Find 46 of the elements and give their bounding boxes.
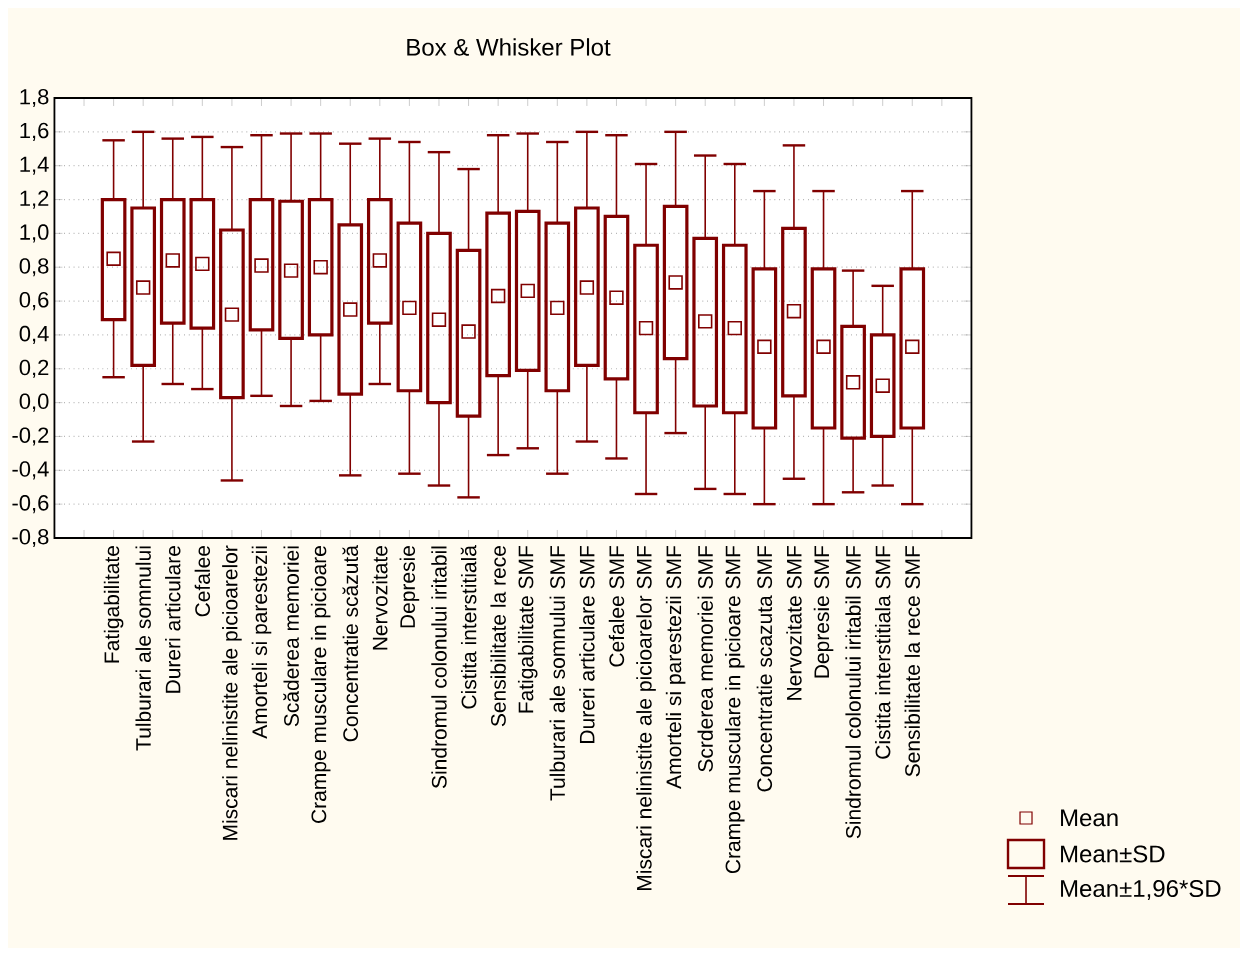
y-tick-label: 0,4 <box>19 325 49 345</box>
y-tick-label: 1,0 <box>20 224 49 243</box>
x-tick-label: Cefalee SMF <box>608 545 625 667</box>
x-tick-label: Tulburari ale somnului SMF <box>549 545 566 801</box>
text: Mean±SD <box>1061 845 1165 863</box>
x-tick-label: Amorteli si parestezii SMF <box>665 545 686 789</box>
text: Mean±1,96*SD <box>1061 880 1221 900</box>
x-tick-label: Depresie SMF <box>813 545 834 678</box>
y-tick-label: 0,6 <box>19 292 49 311</box>
x-tick-label: Depresie <box>399 546 420 628</box>
x-tick-label: Fatigabilitate SMF <box>517 545 538 713</box>
x-tick-label: Miscari nelinistite ale picioarelor <box>222 545 242 840</box>
x-tick-label: Miscari nelinistite ale picioarelor SMF <box>636 545 656 890</box>
x-tick-label: Scrderea memoriei SMF <box>697 545 713 772</box>
y-tick-label: 1,8 <box>20 88 49 108</box>
y-tick-label: 1,4 <box>20 156 49 175</box>
y-tick-label: -0,8 <box>12 528 49 548</box>
x-tick-label: Crampe musculare in picioare <box>310 546 331 823</box>
x-tick-label: Cistita interstitiala SMF <box>874 545 891 759</box>
x-tick-label: Cistita interstitială <box>460 545 477 709</box>
x-tick-label: Dureri articulare SMF <box>579 545 595 743</box>
x-tick-label: Nervozitate SMF <box>786 545 802 700</box>
y-tick-label: -0,6 <box>12 495 49 514</box>
y-tick-label: 0,0 <box>19 393 49 412</box>
x-tick-label: Sensibilitate la rece SMF <box>904 545 920 777</box>
x-tick-label: Sindromul colonului iritabil SMF <box>845 545 861 839</box>
x-tick-label: Cefalee <box>194 546 211 617</box>
y-tick-label: -0,4 <box>12 461 49 480</box>
y-tick-label: -0,2 <box>12 427 49 446</box>
x-tick-label: Scăderea memoriei <box>283 546 299 727</box>
x-tick-label: Concentratie scăzută <box>342 545 359 742</box>
x-tick-label: Tulburari ale somnului <box>135 546 151 751</box>
x-tick-label: Amorteli si parestezii <box>251 546 272 739</box>
x-tick-label: Concentratie scazuta SMF <box>756 545 773 792</box>
text: Mean <box>1061 809 1118 827</box>
x-tick-label: Dureri articulare <box>165 546 181 693</box>
x-tick-label: Sindromul colonului iritabil <box>431 546 447 789</box>
y-tick-label: 1,2 <box>20 190 49 209</box>
chart-title: Box & Whisker Plot <box>407 38 611 56</box>
x-tick-label: Sensibilitate la rece <box>490 546 506 727</box>
y-tick-label: 0,2 <box>19 359 49 378</box>
x-tick-label: Nervozitate <box>372 546 388 650</box>
y-tick-label: 0,8 <box>19 258 49 277</box>
x-tick-label: Fatigabilitate <box>103 546 124 663</box>
y-tick-label: 1,6 <box>20 122 49 141</box>
x-tick-label: Crampe musculare in picioare SMF <box>725 545 745 874</box>
